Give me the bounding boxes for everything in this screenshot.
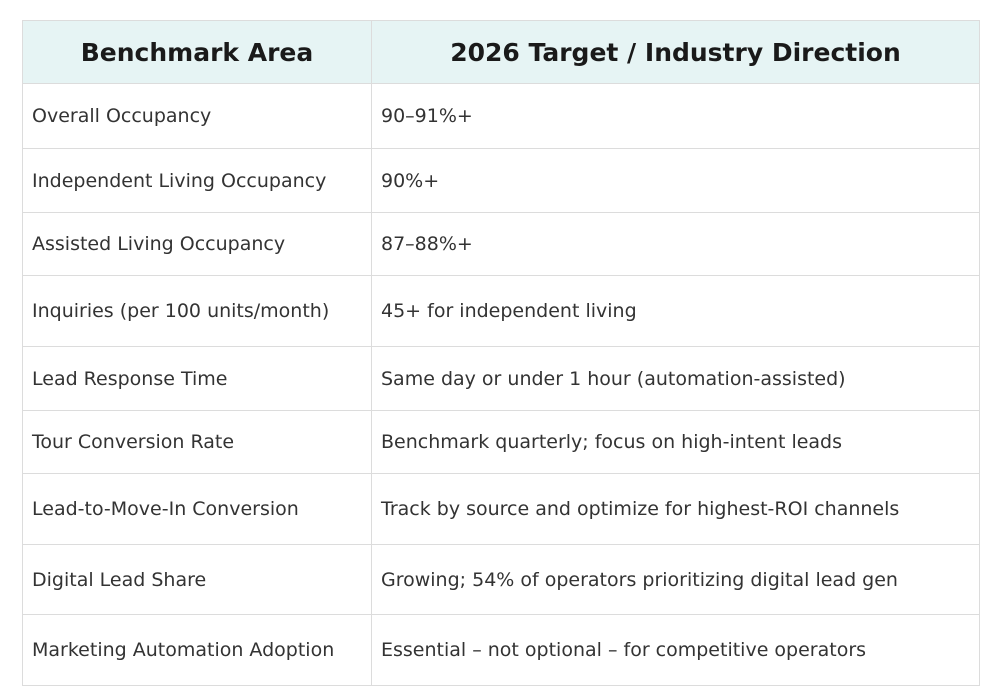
benchmark-area: Lead Response Time: [22, 346, 372, 411]
header-row: Benchmark Area 2026 Target / Industry Di…: [22, 20, 980, 84]
target-direction: 90%+: [371, 148, 980, 213]
benchmark-area: Marketing Automation Adoption: [22, 614, 372, 686]
table-row: Tour Conversion Rate Benchmark quarterly;…: [22, 410, 980, 474]
table-row: Lead Response Time Same day or under 1 ho…: [22, 346, 980, 411]
header-cell: Benchmark Area: [22, 20, 372, 84]
benchmark-area: Lead-to-Move-In Conversion: [22, 473, 372, 545]
table-row: Marketing Automation Adoption Essential –…: [22, 614, 980, 686]
table-body: Overall Occupancy 90–91%+ Independent Livi…: [22, 83, 980, 686]
target-direction: Essential – not optional – for competiti…: [371, 614, 980, 686]
target-direction: Growing; 54% of operators prioritizing d…: [371, 544, 980, 615]
table-row: Assisted Living Occupancy 87–88%+: [22, 212, 980, 276]
table-row: Independent Living Occupancy 90%+: [22, 148, 980, 213]
table-header: Benchmark Area 2026 Target / Industry Di…: [22, 20, 980, 84]
benchmark-table: Benchmark Area 2026 Target / Industry Di…: [22, 20, 980, 686]
table-row: Digital Lead Share Growing; 54% of operat…: [22, 544, 980, 615]
table-row: Overall Occupancy 90–91%+: [22, 83, 980, 149]
benchmark-area: Independent Living Occupancy: [22, 148, 372, 213]
table-row: Lead-to-Move-In Conversion Track by sourc…: [22, 473, 980, 545]
benchmark-area: Assisted Living Occupancy: [22, 212, 372, 276]
benchmark-area: Inquiries (per 100 units/month): [22, 275, 372, 347]
target-direction: 45+ for independent living: [371, 275, 980, 347]
target-direction: Track by source and optimize for highest…: [371, 473, 980, 545]
target-direction: 87–88%+: [371, 212, 980, 276]
benchmark-area: Digital Lead Share: [22, 544, 372, 615]
benchmark-area: Overall Occupancy: [22, 83, 372, 149]
target-direction: Benchmark quarterly; focus on high-inten…: [371, 410, 980, 474]
table-row: Inquiries (per 100 units/month) 45+ for i…: [22, 275, 980, 347]
target-direction: Same day or under 1 hour (automation-ass…: [371, 346, 980, 411]
benchmark-area: Tour Conversion Rate: [22, 410, 372, 474]
target-direction: 90–91%+: [371, 83, 980, 149]
header-cell: 2026 Target / Industry Direction: [371, 20, 980, 84]
